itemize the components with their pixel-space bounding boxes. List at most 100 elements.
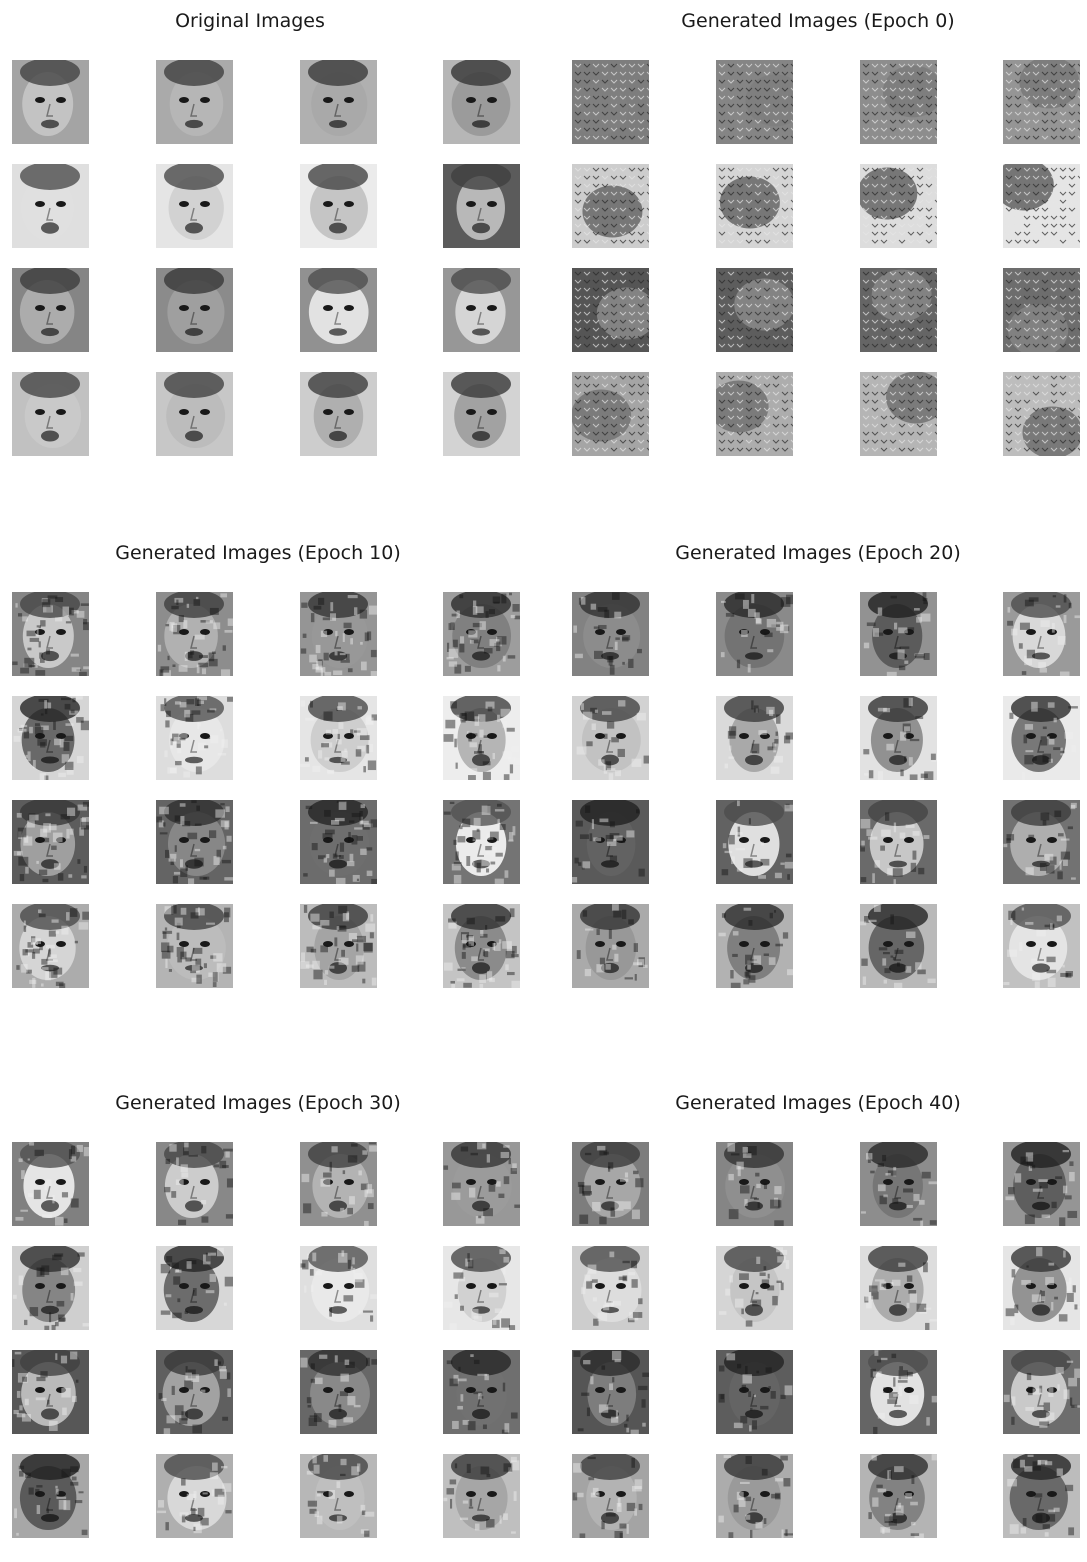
thumbnail-image — [156, 696, 233, 780]
image-grid — [560, 1134, 1080, 1558]
panel-epoch-20: Generated Images (Epoch 20) — [560, 538, 1080, 998]
thumbnail-image — [156, 60, 233, 144]
thumbnail-image — [572, 800, 649, 884]
thumbnail-image — [12, 800, 89, 884]
panel-epoch-0: Generated Images (Epoch 0) — [560, 6, 1080, 456]
thumbnail-image — [156, 1246, 233, 1330]
thumbnail-image — [156, 800, 233, 884]
thumbnail-image — [860, 60, 937, 144]
thumbnail-image — [1003, 904, 1080, 988]
thumbnail-image — [1003, 268, 1080, 352]
thumbnail-image — [716, 1454, 793, 1538]
thumbnail-image — [156, 904, 233, 988]
thumbnail-image — [300, 592, 377, 676]
thumbnail-image — [443, 904, 520, 988]
thumbnail-image — [572, 1142, 649, 1226]
thumbnail-image — [1003, 800, 1080, 884]
panel-title: Generated Images (Epoch 10) — [115, 542, 401, 564]
thumbnail-image — [12, 1350, 89, 1434]
panel-title: Original Images — [175, 10, 325, 32]
thumbnail-image — [443, 1142, 520, 1226]
thumbnail-image — [156, 1350, 233, 1434]
thumbnail-image — [1003, 1246, 1080, 1330]
thumbnail-image — [156, 1142, 233, 1226]
thumbnail-image — [860, 164, 937, 248]
panel-epoch-10: Generated Images (Epoch 10) — [0, 538, 520, 998]
thumbnail-image — [716, 60, 793, 144]
thumbnail-image — [1003, 1350, 1080, 1434]
panel-epoch-40: Generated Images (Epoch 40) — [560, 1088, 1080, 1558]
thumbnail-image — [12, 372, 89, 456]
image-grid — [0, 52, 520, 456]
thumbnail-image — [300, 268, 377, 352]
image-grid — [560, 52, 1080, 456]
thumbnail-image — [572, 164, 649, 248]
thumbnail-image — [860, 904, 937, 988]
image-grid — [0, 584, 520, 998]
panel-title: Generated Images (Epoch 40) — [675, 1092, 961, 1114]
thumbnail-image — [300, 1246, 377, 1330]
image-grid — [560, 584, 1080, 998]
thumbnail-image — [1003, 696, 1080, 780]
thumbnail-image — [12, 60, 89, 144]
thumbnail-image — [12, 1246, 89, 1330]
thumbnail-image — [12, 268, 89, 352]
thumbnail-image — [572, 60, 649, 144]
thumbnail-image — [300, 60, 377, 144]
thumbnail-image — [156, 268, 233, 352]
thumbnail-image — [12, 1454, 89, 1538]
thumbnail-image — [156, 164, 233, 248]
thumbnail-image — [716, 592, 793, 676]
thumbnail-image — [716, 268, 793, 352]
thumbnail-image — [572, 696, 649, 780]
thumbnail-image — [572, 904, 649, 988]
thumbnail-image — [860, 1142, 937, 1226]
thumbnail-image — [156, 592, 233, 676]
thumbnail-image — [716, 800, 793, 884]
panel-title: Generated Images (Epoch 20) — [675, 542, 961, 564]
thumbnail-image — [1003, 1142, 1080, 1226]
thumbnail-image — [860, 696, 937, 780]
thumbnail-image — [300, 800, 377, 884]
thumbnail-image — [716, 372, 793, 456]
thumbnail-image — [443, 164, 520, 248]
thumbnail-image — [572, 1350, 649, 1434]
thumbnail-image — [443, 1350, 520, 1434]
thumbnail-image — [443, 1454, 520, 1538]
thumbnail-image — [12, 1142, 89, 1226]
thumbnail-image — [300, 904, 377, 988]
thumbnail-image — [300, 1454, 377, 1538]
thumbnail-image — [443, 60, 520, 144]
thumbnail-image — [1003, 164, 1080, 248]
thumbnail-image — [860, 592, 937, 676]
panel-original: Original Images — [0, 6, 520, 456]
thumbnail-image — [716, 1142, 793, 1226]
thumbnail-image — [156, 372, 233, 456]
thumbnail-image — [300, 696, 377, 780]
thumbnail-image — [1003, 1454, 1080, 1538]
panel-title: Generated Images (Epoch 0) — [681, 10, 955, 32]
thumbnail-image — [716, 904, 793, 988]
thumbnail-image — [443, 372, 520, 456]
thumbnail-image — [1003, 60, 1080, 144]
thumbnail-image — [1003, 372, 1080, 456]
thumbnail-image — [443, 800, 520, 884]
thumbnail-image — [443, 268, 520, 352]
thumbnail-image — [572, 592, 649, 676]
thumbnail-image — [860, 1454, 937, 1538]
thumbnail-image — [12, 592, 89, 676]
thumbnail-image — [716, 1246, 793, 1330]
thumbnail-image — [12, 164, 89, 248]
thumbnail-image — [300, 1350, 377, 1434]
thumbnail-image — [860, 800, 937, 884]
thumbnail-image — [300, 164, 377, 248]
thumbnail-image — [716, 1350, 793, 1434]
thumbnail-image — [443, 696, 520, 780]
thumbnail-image — [12, 696, 89, 780]
thumbnail-image — [443, 592, 520, 676]
thumbnail-image — [572, 268, 649, 352]
thumbnail-image — [716, 696, 793, 780]
thumbnail-image — [572, 1246, 649, 1330]
thumbnail-image — [300, 1142, 377, 1226]
thumbnail-image — [12, 904, 89, 988]
